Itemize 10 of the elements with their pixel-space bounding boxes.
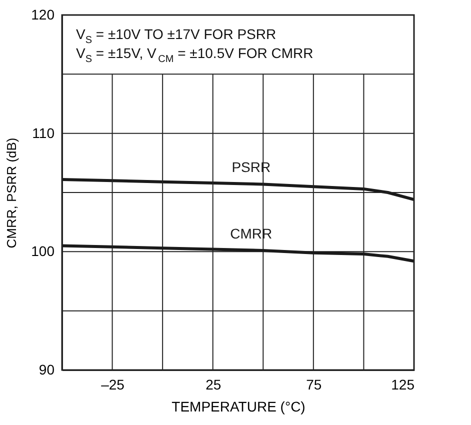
x-axis-title: TEMPERATURE (°C) [172, 398, 306, 414]
x-tick-label: 125 [391, 376, 415, 392]
y-tick-label: 110 [32, 124, 55, 141]
y-tick-label: 90 [38, 362, 55, 378]
x-tick-label: –25 [101, 376, 125, 392]
x-tick-label: 25 [206, 376, 222, 392]
y-tick-label: 120 [31, 6, 55, 22]
y-axis-title: CMRR, PSRR (dB) [4, 138, 20, 248]
y-tick-label: 100 [31, 243, 55, 260]
x-tick-label: 75 [306, 376, 322, 392]
